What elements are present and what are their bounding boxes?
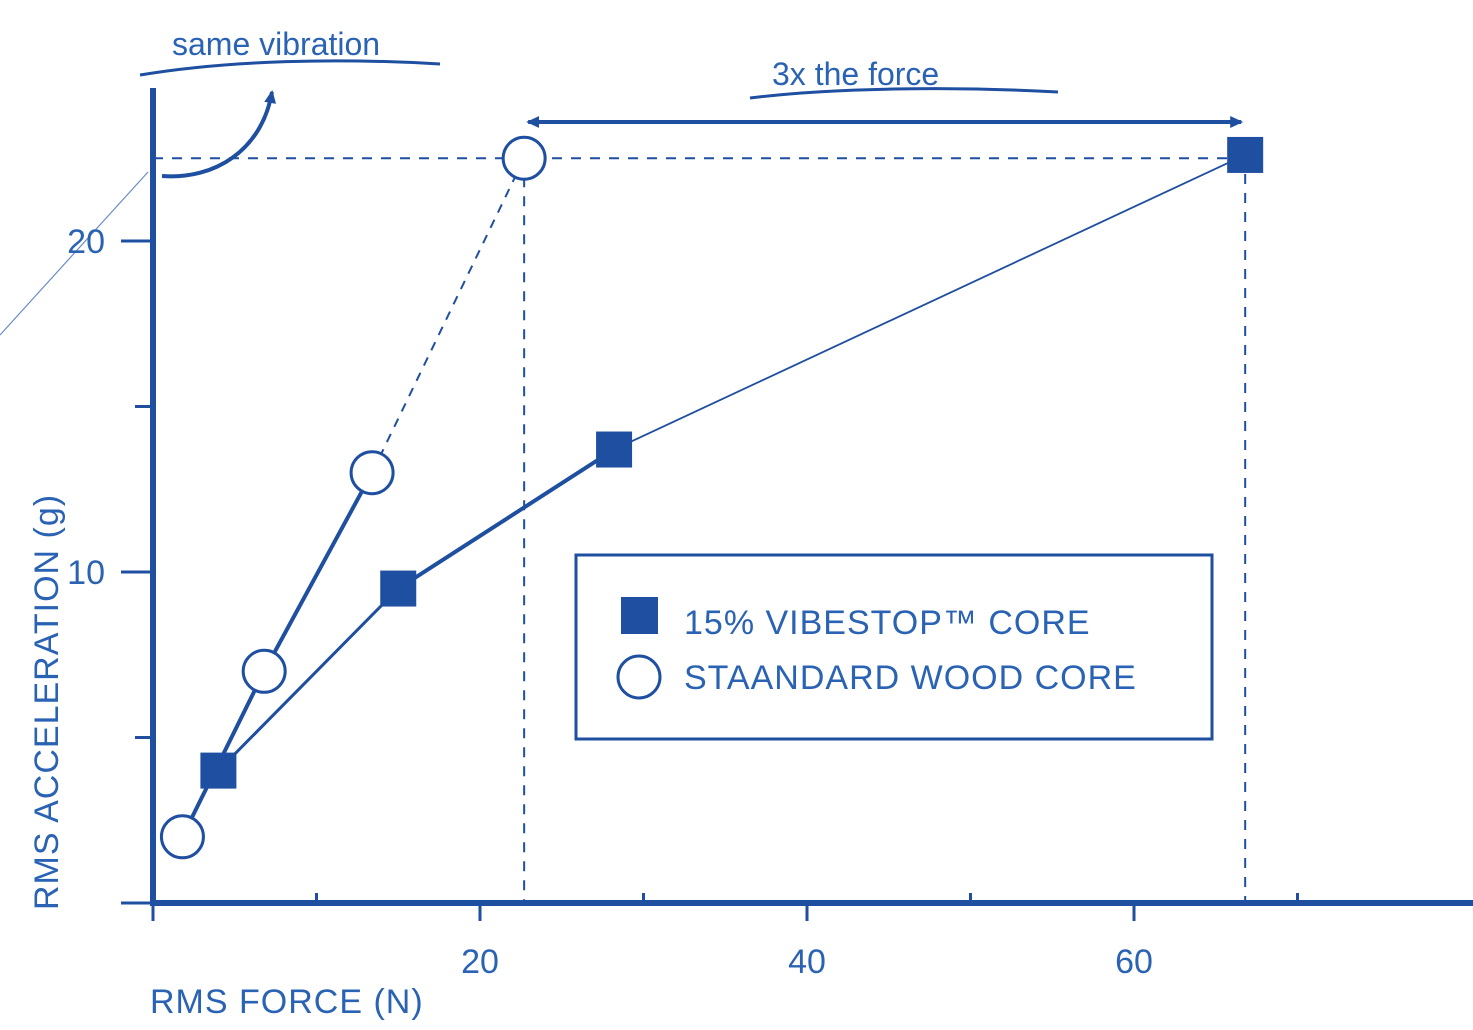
- series-line-vibestop: [613, 154, 1246, 451]
- x-tick-label: 60: [1115, 943, 1153, 981]
- annotation-3x-force-underline: [749, 87, 1059, 100]
- annotation-3x-force-label: 3x the force: [772, 56, 939, 92]
- point-wood: [241, 648, 287, 694]
- same-vibration-arrow-icon: [161, 90, 277, 179]
- point-wood: [349, 450, 395, 496]
- reference-lines: [153, 154, 1247, 903]
- point-vibestop: [380, 570, 417, 607]
- legend-label-wood: STAANDARD WOOD CORE: [684, 659, 1137, 697]
- y-tick-label: 20: [67, 223, 105, 261]
- point-wood: [159, 814, 205, 860]
- series-line-vibestop: [217, 587, 400, 772]
- legend-circle-icon: [616, 654, 662, 700]
- ticks: 20 40 60 10 20: [67, 223, 1299, 981]
- x-tick-label: 20: [461, 943, 499, 981]
- decorative-stroke: [0, 171, 149, 336]
- annotation-same-vibration-label: same vibration: [172, 26, 380, 62]
- series-line-vibestop: [397, 447, 616, 591]
- annotation-same-vibration: same vibration: [139, 26, 441, 179]
- annotation-3x-force: 3x the force: [526, 56, 1244, 128]
- point-wood: [501, 135, 547, 181]
- legend-label-vibestop: 15% VIBESTOP™ CORE: [684, 604, 1091, 642]
- legend-square-icon: [621, 597, 658, 634]
- point-vibestop: [1227, 136, 1264, 173]
- point-vibestop: [596, 431, 633, 468]
- x-axis-title: RMS FORCE (N): [150, 983, 424, 1021]
- series-line-wood: [262, 471, 374, 673]
- series-line-wood: [371, 157, 526, 474]
- legend: 15% VIBESTOP™ CORE STAANDARD WOOD CORE: [574, 553, 1214, 741]
- legend-box: [574, 553, 1214, 741]
- y-axis-title: RMS ACCELERATION (g): [28, 494, 66, 910]
- point-vibestop: [200, 752, 237, 789]
- axes: [150, 88, 1473, 906]
- x-tick-label: 40: [788, 943, 826, 981]
- annotation-same-vibration-underline: [139, 59, 441, 77]
- markers: [159, 135, 1264, 860]
- y-tick-label: 10: [67, 554, 105, 592]
